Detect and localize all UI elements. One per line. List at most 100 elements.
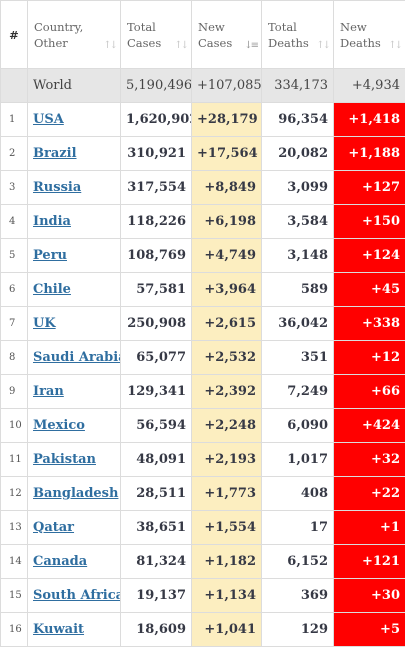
country-link[interactable]: Saudi Arabia	[33, 350, 121, 365]
country-link[interactable]: USA	[33, 112, 64, 127]
total-deaths-cell: 3,099	[262, 171, 334, 205]
new-cases-cell: +1,773	[192, 477, 262, 511]
header-index[interactable]: #	[1, 1, 28, 69]
new-cases-cell: +2,392	[192, 375, 262, 409]
country-link[interactable]: Qatar	[33, 520, 74, 535]
new-deaths-cell: +30	[334, 579, 405, 613]
row-index-cell: 15	[1, 579, 28, 613]
new-deaths-cell: +32	[334, 443, 405, 477]
sort-arrows-icon: ↑↓	[103, 38, 116, 54]
row-index-cell: 3	[1, 171, 28, 205]
new-deaths-cell: +45	[334, 273, 405, 307]
country-link[interactable]: Bangladesh	[33, 486, 118, 501]
total-cases-cell: 57,581	[121, 273, 192, 307]
total-cases-cell: 129,341	[121, 375, 192, 409]
country-cell: South Africa	[28, 579, 121, 613]
total-deaths-cell: 7,249	[262, 375, 334, 409]
new-cases-cell: +1,134	[192, 579, 262, 613]
country-cell: Qatar	[28, 511, 121, 545]
new-cases-cell: +2,615	[192, 307, 262, 341]
row-index-cell: 9	[1, 375, 28, 409]
header-total-deaths-line1: Total	[268, 19, 327, 35]
country-link[interactable]: Mexico	[33, 418, 85, 433]
header-country-line1: Country,	[34, 19, 114, 35]
country-link[interactable]: Peru	[33, 248, 67, 263]
row-index-cell: 8	[1, 341, 28, 375]
world-new-deaths-cell: +4,934	[334, 69, 405, 103]
header-country[interactable]: Country, Other ↑↓	[28, 1, 121, 69]
new-deaths-cell: +121	[334, 545, 405, 579]
total-cases-cell: 48,091	[121, 443, 192, 477]
row-index-cell: 14	[1, 545, 28, 579]
country-link[interactable]: Kuwait	[33, 622, 84, 637]
total-deaths-cell: 408	[262, 477, 334, 511]
country-link[interactable]: South Africa	[33, 588, 121, 603]
new-cases-cell: +8,849	[192, 171, 262, 205]
new-deaths-cell: +66	[334, 375, 405, 409]
country-link[interactable]: India	[33, 214, 71, 229]
country-link[interactable]: UK	[33, 316, 56, 331]
country-cell: Chile	[28, 273, 121, 307]
row-index-cell: 5	[1, 239, 28, 273]
world-total-cases-cell: 5,190,496	[121, 69, 192, 103]
country-link[interactable]: Pakistan	[33, 452, 96, 467]
country-link[interactable]: Russia	[33, 180, 81, 195]
country-cell: Iran	[28, 375, 121, 409]
new-deaths-cell: +127	[334, 171, 405, 205]
total-cases-cell: 118,226	[121, 205, 192, 239]
country-link[interactable]: Iran	[33, 384, 64, 399]
sort-desc-icon: ↓≡	[244, 38, 257, 54]
header-index-label: #	[9, 28, 19, 42]
country-cell: Canada	[28, 545, 121, 579]
total-cases-cell: 250,908	[121, 307, 192, 341]
country-cell: Kuwait	[28, 613, 121, 647]
row-index-cell: 16	[1, 613, 28, 647]
new-deaths-cell: +1	[334, 511, 405, 545]
world-total-deaths-cell: 334,173	[262, 69, 334, 103]
total-cases-cell: 81,324	[121, 545, 192, 579]
new-cases-cell: +2,248	[192, 409, 262, 443]
world-index-cell	[1, 69, 28, 103]
row-index-cell: 11	[1, 443, 28, 477]
sort-arrows-icon: ↑↓	[174, 38, 187, 54]
country-cell: Pakistan	[28, 443, 121, 477]
row-index-cell: 1	[1, 103, 28, 137]
country-cell: USA	[28, 103, 121, 137]
new-deaths-cell: +150	[334, 205, 405, 239]
row-index-cell: 2	[1, 137, 28, 171]
country-link[interactable]: Brazil	[33, 146, 77, 161]
country-cell: India	[28, 205, 121, 239]
new-deaths-cell: +1,418	[334, 103, 405, 137]
total-deaths-cell: 369	[262, 579, 334, 613]
total-deaths-cell: 589	[262, 273, 334, 307]
new-deaths-cell: +124	[334, 239, 405, 273]
header-total-deaths[interactable]: Total Deaths ↑↓	[262, 1, 334, 69]
new-cases-cell: +1,182	[192, 545, 262, 579]
new-deaths-cell: +338	[334, 307, 405, 341]
new-deaths-cell: +424	[334, 409, 405, 443]
row-index-cell: 4	[1, 205, 28, 239]
world-total-row: World 5,190,496 +107,085 334,173 +4,934	[1, 69, 405, 103]
header-new-deaths[interactable]: New Deaths ↑↓	[334, 1, 405, 69]
header-total-cases[interactable]: Total Cases ↑↓	[121, 1, 192, 69]
new-cases-cell: +1,554	[192, 511, 262, 545]
total-deaths-cell: 3,584	[262, 205, 334, 239]
new-deaths-cell: +12	[334, 341, 405, 375]
new-cases-cell: +2,532	[192, 341, 262, 375]
row-index-cell: 12	[1, 477, 28, 511]
header-new-cases[interactable]: New Cases ↓≡	[192, 1, 262, 69]
total-cases-cell: 108,769	[121, 239, 192, 273]
country-link[interactable]: Chile	[33, 282, 71, 297]
country-link[interactable]: Canada	[33, 554, 87, 569]
